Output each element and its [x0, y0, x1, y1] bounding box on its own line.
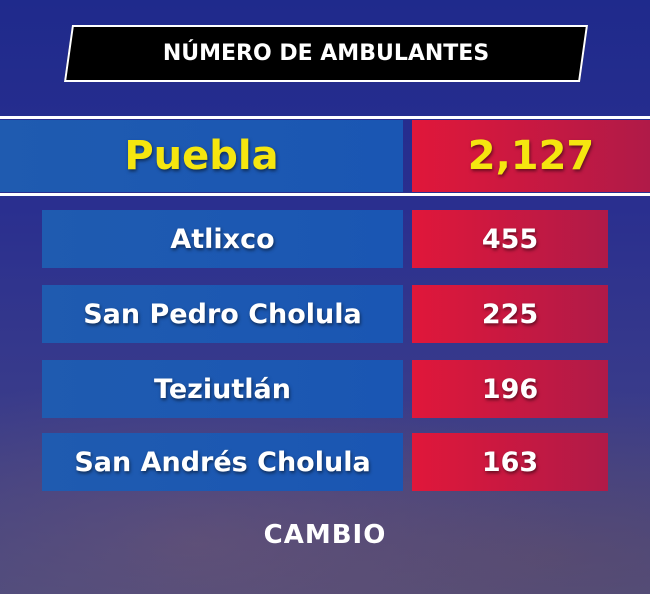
municipality: Atlixco — [42, 210, 403, 268]
count: 225 — [412, 285, 608, 343]
municipality: San Andrés Cholula — [42, 433, 403, 491]
title: NÚMERO DE AMBULANTES — [162, 41, 490, 66]
count: 455 — [412, 210, 608, 268]
brand-logo: CAMBIO — [263, 520, 387, 550]
municipality: Puebla — [0, 120, 403, 192]
count: 196 — [412, 360, 608, 418]
divider — [0, 116, 650, 119]
count: 163 — [412, 433, 608, 491]
divider — [0, 193, 650, 196]
count: 2,127 — [412, 120, 650, 192]
municipality: Teziutlán — [42, 360, 403, 418]
municipality: San Pedro Cholula — [42, 285, 403, 343]
